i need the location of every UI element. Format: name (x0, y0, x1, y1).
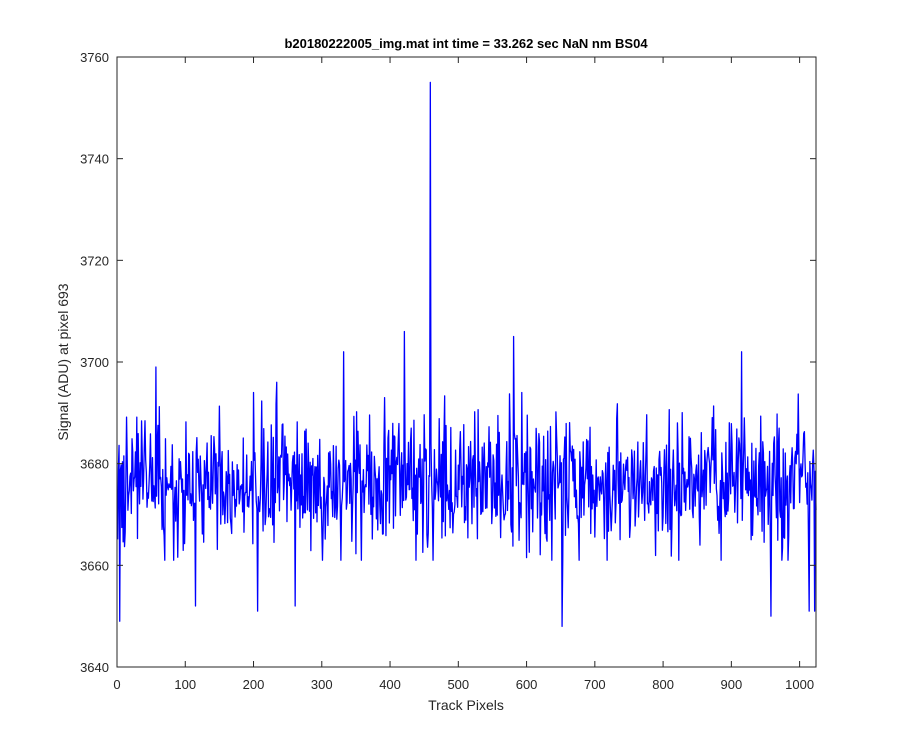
y-tick-label: 3700 (80, 355, 109, 370)
x-tick-label: 0 (113, 677, 120, 692)
x-axis-label: Track Pixels (428, 697, 504, 713)
y-axis-label: Signal (ADU) at pixel 693 (55, 283, 71, 440)
y-tick-label: 3760 (80, 50, 109, 65)
x-tick-label: 300 (311, 677, 333, 692)
y-tick-label: 3680 (80, 457, 109, 472)
x-tick-label: 1000 (785, 677, 814, 692)
y-tick-label: 3640 (80, 660, 109, 675)
series-layer (117, 81, 817, 627)
x-tick-label: 900 (721, 677, 743, 692)
plot-area (117, 57, 816, 667)
x-tick-label: 100 (174, 677, 196, 692)
tick-layer: 0 100 200 300 400 500 600 700 800 900 1000 3640 3660… (80, 50, 816, 692)
x-tick-label: 800 (652, 677, 674, 692)
x-tick-label: 700 (584, 677, 606, 692)
y-tick-label: 3740 (80, 152, 109, 167)
y-tick-label: 3660 (80, 558, 109, 573)
x-tick-label: 400 (379, 677, 401, 692)
signal-series-line (117, 81, 817, 627)
chart-title: b20180222005_img.mat int time = 33.262 s… (284, 36, 648, 51)
x-tick-label: 200 (243, 677, 265, 692)
y-tick-label: 3720 (80, 253, 109, 268)
x-tick-label: 500 (447, 677, 469, 692)
x-tick-label: 600 (516, 677, 538, 692)
